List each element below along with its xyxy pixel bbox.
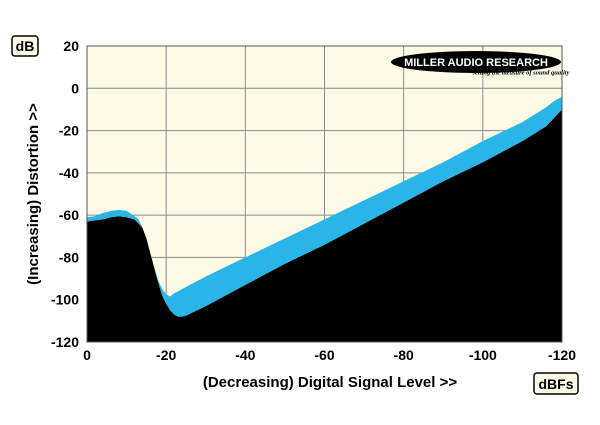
y-tick-label: 0 bbox=[71, 80, 79, 96]
x-tick-label: 0 bbox=[83, 347, 91, 363]
logo-badge bbox=[391, 51, 561, 73]
x-tick-label: -100 bbox=[469, 347, 497, 363]
y-tick-label: 20 bbox=[63, 38, 79, 54]
y-tick-label: -60 bbox=[59, 207, 79, 223]
y-unit-label: dB bbox=[16, 38, 35, 54]
x-tick-label: -20 bbox=[156, 347, 176, 363]
x-unit-label: dBFs bbox=[539, 376, 574, 392]
black-fill-area bbox=[87, 109, 562, 343]
y-tick-label: -40 bbox=[59, 165, 79, 181]
y-unit-box: dB bbox=[11, 35, 39, 57]
plot-frame bbox=[86, 45, 563, 343]
logo-tagline: setting the measure of sound quality bbox=[472, 70, 570, 77]
x-tick-label: -60 bbox=[314, 347, 334, 363]
y-tick-label: -80 bbox=[59, 249, 79, 265]
y-tick-label: -20 bbox=[59, 123, 79, 139]
y-tick-label: -100 bbox=[51, 292, 79, 308]
x-tick-labels: 0 -20 -40 -60 -80 -100 -120 bbox=[83, 347, 576, 363]
y-axis-title: (Increasing) Distortion >> bbox=[25, 103, 42, 285]
x-tick-label: -80 bbox=[394, 347, 414, 363]
x-tick-label: -120 bbox=[548, 347, 576, 363]
y-tick-label: -120 bbox=[51, 334, 79, 350]
logo-name: MILLER AUDIO RESEARCH bbox=[404, 57, 548, 69]
y-tick-labels: 20 0 -20 -40 -60 -80 -100 -120 bbox=[51, 38, 79, 350]
x-unit-box: dBFs bbox=[533, 372, 579, 395]
x-tick-label: -40 bbox=[235, 347, 255, 363]
brand-logo: MILLER AUDIO RESEARCH setting the measur… bbox=[391, 51, 570, 77]
x-axis-title: (Decreasing) Digital Signal Level >> bbox=[203, 374, 457, 391]
